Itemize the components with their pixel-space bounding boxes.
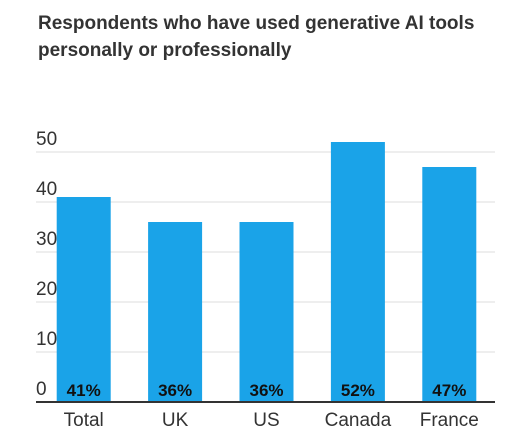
x-tick-label-france: France	[420, 410, 479, 431]
data-label-us: 36%	[249, 381, 283, 400]
y-tick-label-0: 0	[36, 379, 47, 400]
x-tick-label-uk: UK	[162, 410, 189, 431]
data-label-canada: 52%	[341, 381, 375, 400]
y-tick-label-50: 50	[36, 129, 57, 150]
y-tick-label-30: 30	[36, 229, 57, 250]
bar-uk	[148, 222, 203, 402]
data-label-total: 41%	[67, 381, 101, 400]
bar-france	[422, 167, 477, 402]
x-tick-label-total: Total	[64, 410, 104, 431]
y-tick-label-10: 10	[36, 329, 57, 350]
data-label-france: 47%	[432, 381, 466, 400]
x-tick-label-canada: Canada	[325, 410, 392, 431]
chart-title: Respondents who have used generative AI …	[38, 13, 475, 61]
x-tick-label-us: US	[253, 410, 279, 431]
bar-us	[239, 222, 294, 402]
data-label-uk: 36%	[158, 381, 192, 400]
bar-canada	[330, 142, 385, 402]
y-tick-label-20: 20	[36, 279, 57, 300]
bar-total	[56, 197, 111, 402]
y-tick-label-40: 40	[36, 179, 57, 200]
